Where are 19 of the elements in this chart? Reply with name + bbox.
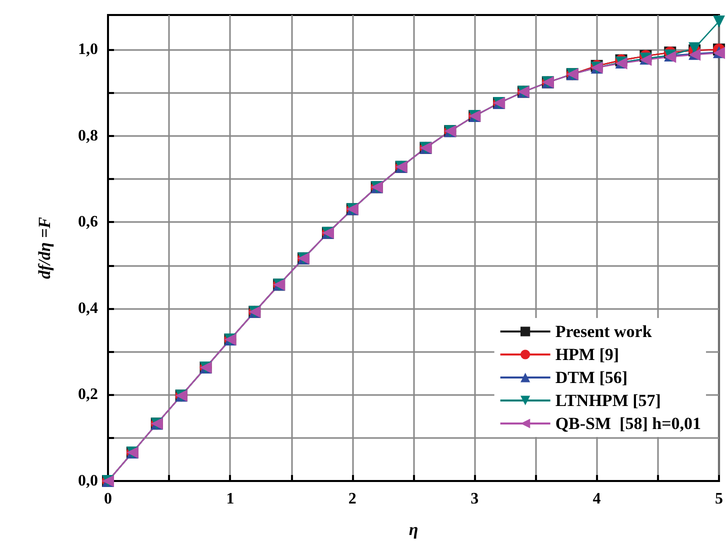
x-tick-label: 0 [104, 490, 112, 508]
legend-label: Present work [555, 322, 652, 341]
y-tick-label: 0,2 [78, 386, 98, 404]
x-tick-label: 2 [348, 490, 356, 508]
x-tick-label: 1 [226, 490, 234, 508]
y-axis-title: df/dη =F [35, 216, 54, 279]
x-axis-title: η [408, 520, 418, 539]
legend-label: LTNHPM [57] [555, 391, 661, 410]
y-tick-label: 0,0 [78, 472, 98, 490]
y-tick-label: 0,4 [78, 300, 98, 317]
x-tick-label: 4 [592, 490, 601, 508]
legend-label: QB-SM [58] h=0,01 [555, 414, 701, 433]
x-tick-label: 5 [715, 490, 723, 508]
y-tick-label: 0,6 [78, 214, 98, 231]
legend-label: HPM [9] [555, 345, 620, 364]
x-tick-label: 3 [470, 490, 479, 508]
legend-label: DTM [56] [555, 368, 628, 387]
y-tick-label: 1,0 [78, 41, 98, 58]
y-tick-label: 0,8 [78, 127, 98, 144]
